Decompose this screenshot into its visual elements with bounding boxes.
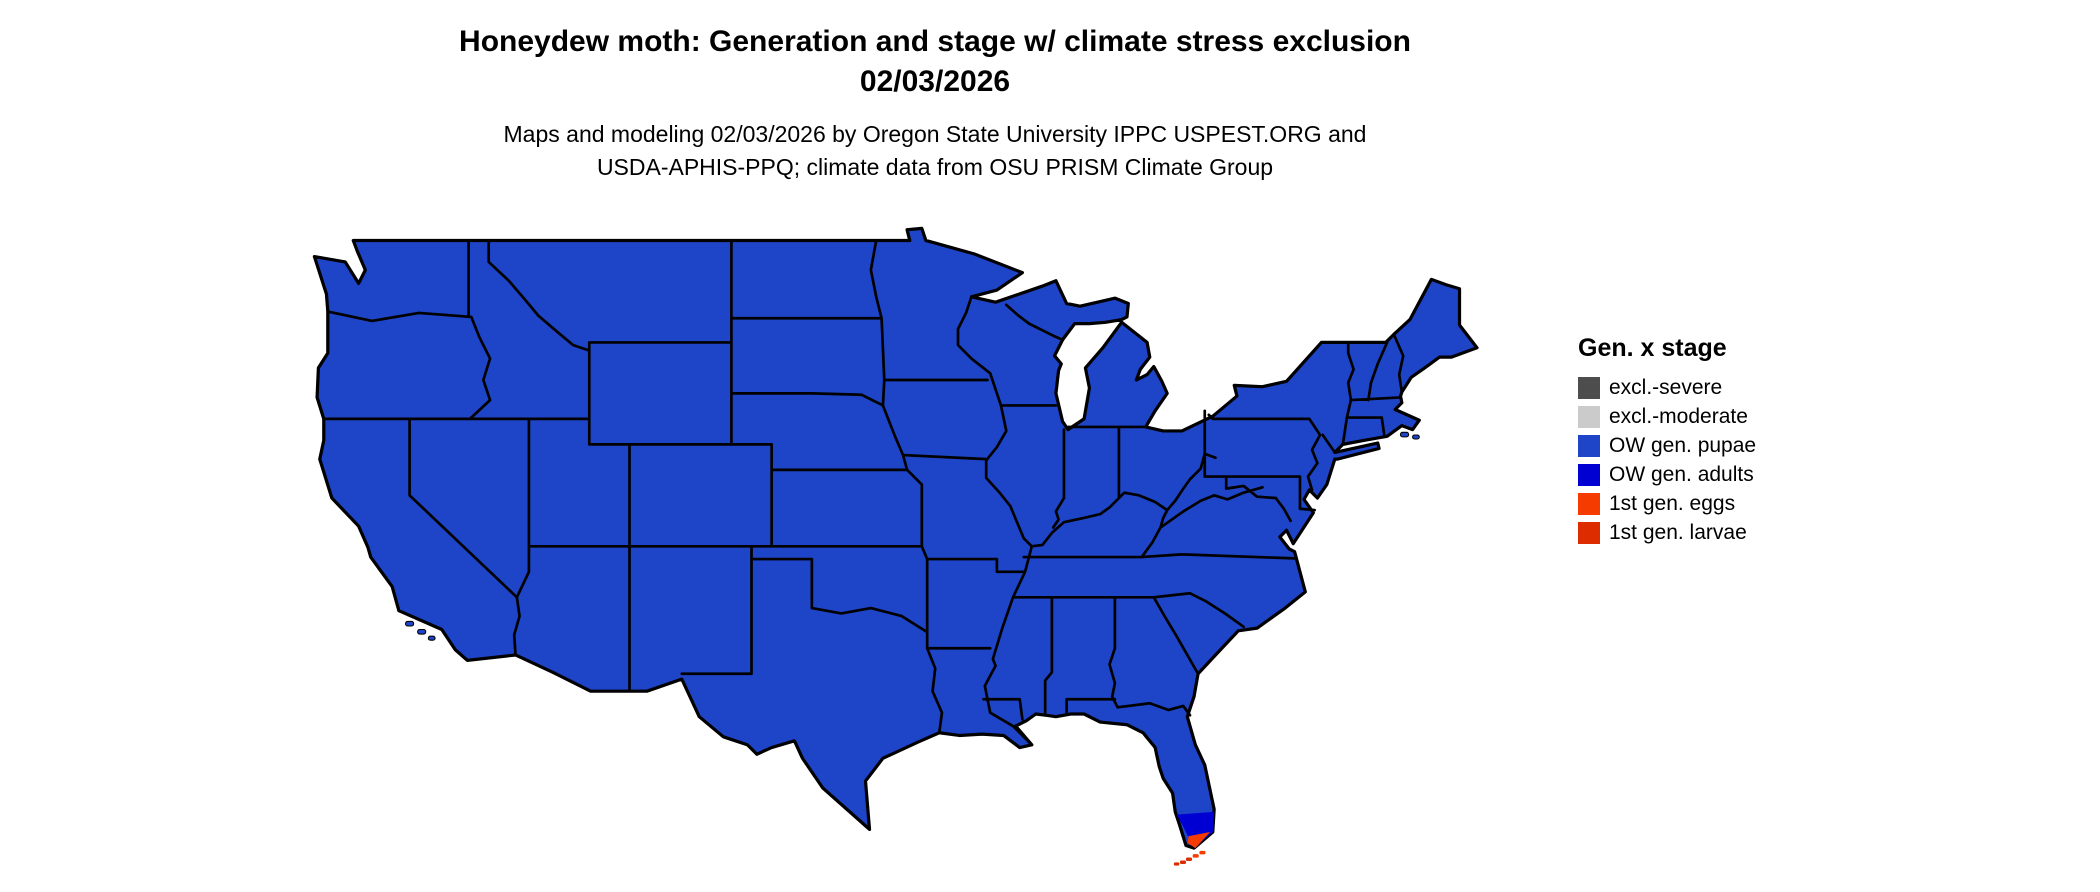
florida-keys-larvae-dots — [1173, 857, 1193, 866]
northeast-islands-dots — [1399, 431, 1420, 440]
legend-item: OW gen. adults — [1578, 462, 1756, 487]
legend-item-label: OW gen. adults — [1609, 462, 1754, 486]
legend-item-label: 1st gen. larvae — [1609, 520, 1747, 544]
legend-swatch-ow-adults — [1578, 463, 1600, 486]
legend-item-label: excl.-severe — [1609, 375, 1723, 399]
figure-date: 02/03/2026 — [859, 65, 1011, 98]
state-borders — [322, 239, 1405, 747]
legend-item-label: OW gen. pupae — [1609, 433, 1757, 457]
legend-swatch-1st-larvae — [1578, 521, 1600, 544]
florida-keys-eggs-dots — [1192, 850, 1206, 858]
subtitle-line-1: Maps and modeling 02/03/2026 by Oregon S… — [503, 121, 1367, 147]
channel-islands-dots — [405, 620, 436, 641]
legend-item: 1st gen. larvae — [1578, 520, 1756, 545]
subtitle-line-2: USDA-APHIS-PPQ; climate data from OSU PR… — [596, 154, 1274, 180]
legend-item: excl.-severe — [1578, 375, 1756, 400]
legend-item-label: excl.-moderate — [1609, 404, 1748, 428]
florida-adults-region — [1176, 811, 1215, 849]
figure-title: Honeydew moth: Generation and stage w/ c… — [459, 25, 1411, 58]
us-map-svg — [312, 226, 1479, 866]
legend-title: Gen. x stage — [1578, 334, 1727, 362]
legend-item: excl.-moderate — [1578, 404, 1756, 429]
figure-subtitle: Maps and modeling 02/03/2026 by Oregon S… — [0, 118, 1870, 184]
legend-item-label: 1st gen. eggs — [1609, 491, 1736, 515]
legend-swatch-ow-pupae — [1578, 434, 1600, 457]
legend-item: 1st gen. eggs — [1578, 491, 1756, 516]
florida-eggs-region — [1187, 832, 1211, 849]
legend-swatch-1st-eggs — [1578, 492, 1600, 515]
legend-swatch-excl-moderate — [1578, 405, 1600, 428]
title-block: Honeydew moth: Generation and stage w/ c… — [0, 22, 1870, 184]
us-nation-shape — [312, 226, 1479, 850]
legend: Gen. x stage excl.-severe excl.-moderate… — [1578, 334, 1756, 549]
legend-swatch-excl-severe — [1578, 376, 1600, 399]
legend-item: OW gen. pupae — [1578, 433, 1756, 458]
